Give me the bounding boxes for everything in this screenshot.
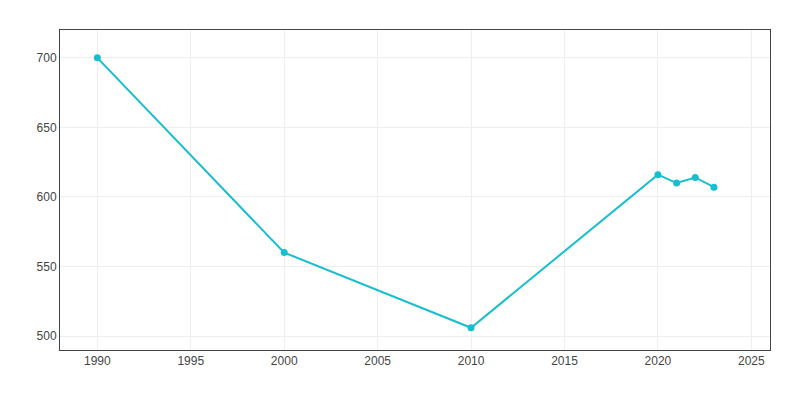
svg-text:650: 650 [37,121,57,135]
svg-text:2015: 2015 [551,354,578,368]
svg-text:2000: 2000 [271,354,298,368]
svg-text:550: 550 [37,260,57,274]
svg-text:700: 700 [37,51,57,65]
svg-text:500: 500 [37,329,57,343]
svg-text:2005: 2005 [364,354,391,368]
svg-text:2020: 2020 [645,354,672,368]
svg-text:600: 600 [37,190,57,204]
svg-text:2010: 2010 [458,354,485,368]
svg-text:1990: 1990 [84,354,111,368]
svg-text:1995: 1995 [177,354,204,368]
svg-text:2025: 2025 [738,354,765,368]
